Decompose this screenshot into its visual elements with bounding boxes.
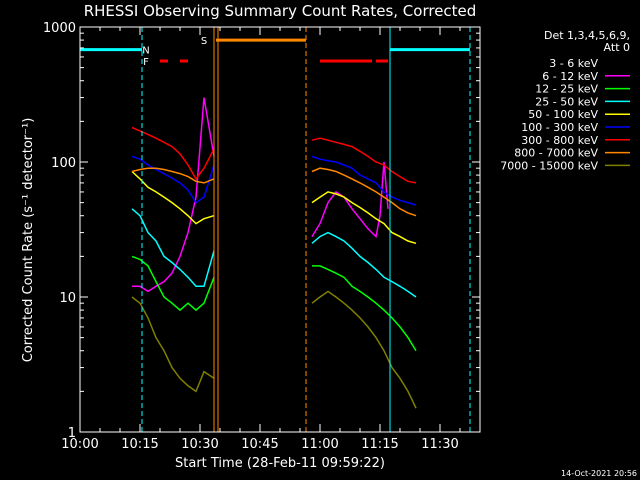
- x-axis-label: Start Time (28-Feb-11 09:59:22): [175, 456, 385, 471]
- x-tick-label-0: 10:00: [61, 437, 98, 452]
- legend-label-8: 7000 - 15000 keV: [500, 159, 598, 172]
- legend-label-2: 12 - 25 keV: [535, 83, 598, 96]
- series-line-0: [131, 110, 417, 433]
- legend-label-3: 25 - 50 keV: [535, 95, 598, 108]
- chart-title: RHESSI Observing Summary Count Rates, Co…: [84, 2, 477, 20]
- series-line-5: [131, 155, 417, 206]
- legend-header-1: Att 0: [604, 41, 630, 54]
- flag-label-0: N: [142, 46, 149, 57]
- y-tick-label-0: 1: [68, 426, 76, 441]
- series-line-8: [131, 290, 417, 409]
- x-tick-label-3: 10:45: [241, 437, 278, 452]
- legend-label-7: 800 - 7000 keV: [514, 147, 598, 160]
- x-tick-label-5: 11:15: [361, 437, 398, 452]
- plot-area: NF S: [79, 27, 471, 433]
- flag-label-2: S: [201, 36, 207, 47]
- legend-label-0: 3 - 6 keV: [549, 57, 598, 70]
- y-tick-label-3: 1000: [43, 21, 76, 36]
- x-tick-label-2: 10:30: [181, 437, 218, 452]
- y-tick-label-2: 100: [51, 156, 76, 171]
- series-line-7: [131, 167, 417, 217]
- series-line-6: [131, 126, 417, 184]
- y-axis-label: Corrected Count Rate (s⁻¹ detector⁻¹): [21, 118, 36, 363]
- legend-label-4: 50 - 100 keV: [528, 108, 598, 121]
- series-line-2: [131, 255, 417, 352]
- y-tick-label-1: 10: [59, 291, 76, 306]
- legend-label-5: 100 - 300 keV: [521, 121, 598, 134]
- axes: 10:00 10:15 10:30 10:45 11:00 11:15 11:30 1 10 10…: [43, 21, 481, 452]
- x-tick-label-6: 11:30: [421, 437, 458, 452]
- x-tick-label-4: 11:00: [301, 437, 338, 452]
- legend-header-0: Det 1,3,4,5,6,9,: [544, 29, 630, 42]
- legend-label-6: 300 - 800 keV: [521, 134, 598, 147]
- flag-label-1: F: [143, 57, 149, 68]
- series-line-1: [132, 97, 389, 293]
- series-line-4: [131, 170, 417, 245]
- x-tick-label-1: 10:15: [121, 437, 158, 452]
- plot-frame: [79, 26, 481, 433]
- timestamp: 14-Oct-2021 20:56: [561, 469, 637, 478]
- legend-label-1: 6 - 12 keV: [542, 70, 598, 83]
- series-line-3: [131, 208, 417, 298]
